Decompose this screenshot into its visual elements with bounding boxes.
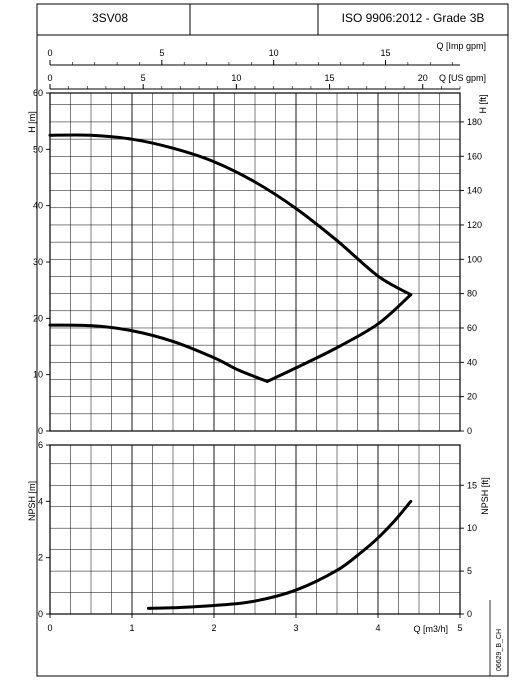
y2-tick-label: 80 [467, 289, 477, 299]
secondary-axis-tick-label: 5 [141, 73, 146, 83]
y2-tick-label: 10 [467, 523, 477, 533]
y2-tick-label: 100 [467, 254, 482, 264]
plot-frame [49, 444, 461, 615]
y2-tick-label: 40 [467, 357, 477, 367]
header: 3SV08 ISO 9906:2012 - Grade 3B [36, 3, 509, 36]
head-m-axis-label: H [m] [27, 111, 37, 133]
y2-tick-label: 0 [467, 609, 472, 619]
secondary-axis-tick-label: 15 [325, 73, 335, 83]
y-tick-label: 0 [38, 609, 43, 619]
y-tick-label: 20 [33, 313, 43, 323]
y2-tick-label: 140 [467, 186, 482, 196]
imp-gpm-axis-label: Q [Imp gpm] [436, 41, 486, 51]
x-tick-label: 4 [375, 623, 380, 633]
y2-tick-label: 120 [467, 220, 482, 230]
x-tick-label: 2 [211, 623, 216, 633]
secondary-axis-tick-label: 15 [381, 48, 391, 58]
secondary-axis-tick-label: 10 [269, 48, 279, 58]
performance-grid: 0 10 20 30 40 50 60 0 20 40 60 80 100 120 140 160 180 [33, 88, 482, 436]
y2-tick-label: 160 [467, 151, 482, 161]
secondary-axis-tick-label: 0 [47, 73, 52, 83]
head-ft-axis-label: H [ft] [478, 94, 488, 113]
y2-tick-label: 20 [467, 392, 477, 402]
npsh-ft-axis-label: NPSH [ft] [480, 477, 490, 515]
y-tick-label: 60 [33, 88, 43, 98]
y-tick-label: 10 [33, 370, 43, 380]
y-tick-label: 50 [33, 144, 43, 154]
secondary-axis-tick-label: 20 [418, 73, 428, 83]
x-tick-label: 1 [129, 623, 134, 633]
y2-tick-label: 0 [467, 426, 472, 436]
series-line [146, 499, 413, 610]
secondary-axis-tick-label: 0 [47, 48, 52, 58]
secondary-axis-tick-label: 5 [159, 48, 164, 58]
y-tick-label: 40 [33, 201, 43, 211]
y-tick-label: 0 [38, 426, 43, 436]
series-line [48, 133, 413, 297]
us-gpm-axis-label: Q [US gpm] [439, 73, 486, 83]
flow-m3h-axis-label: Q [m3/h] [413, 624, 448, 634]
performance-chart: H [m] H [ft] 0 10 20 30 40 50 60 0 20 40 60 80 100 12… [27, 88, 488, 436]
top-flow-axes: Q [Imp gpm] Q [US gpm] 0 5 10 15 0 5 10 15 20 [47, 41, 486, 90]
x-tick-label: 5 [457, 623, 462, 633]
sheet-frame [36, 34, 509, 677]
drawing-code: 06629_B_CH [496, 629, 503, 671]
secondary-axis-tick-label: 10 [231, 73, 241, 83]
standard-label: ISO 9906:2012 - Grade 3B [342, 11, 485, 25]
y-tick-label: 2 [38, 553, 43, 563]
y2-tick-label: 5 [467, 566, 472, 576]
model-label: 3SV08 [92, 11, 128, 25]
series-line [265, 293, 413, 383]
npsh-grid: 0 2 4 6 0 5 10 15 [38, 440, 477, 619]
x-tick-label: 0 [47, 623, 52, 633]
y2-tick-label: 180 [467, 117, 482, 127]
npsh-m-axis-label: NPSH [m] [27, 481, 37, 521]
y2-tick-label: 15 [467, 480, 477, 490]
y2-tick-label: 60 [467, 323, 477, 333]
y-tick-label: 4 [38, 496, 43, 506]
y-tick-label: 30 [33, 257, 43, 267]
series-line [48, 323, 269, 383]
y-tick-label: 6 [38, 440, 43, 450]
x-tick-label: 3 [293, 623, 298, 633]
